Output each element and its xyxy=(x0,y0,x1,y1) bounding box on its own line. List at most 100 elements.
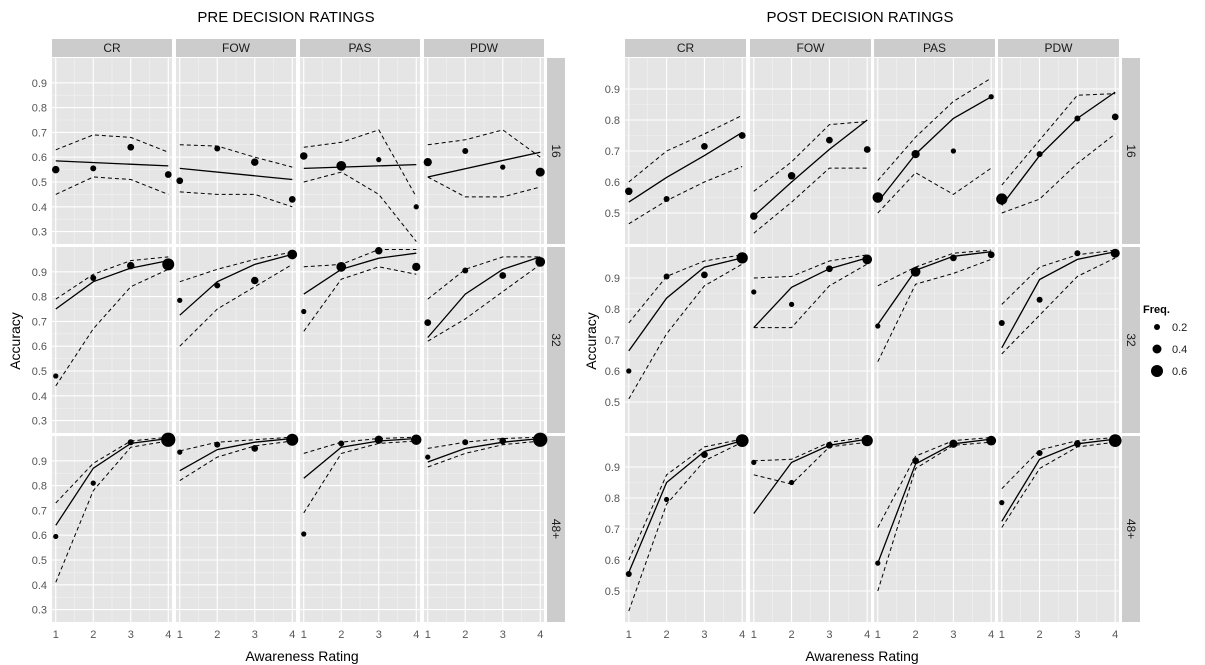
upper-bound-line xyxy=(628,254,743,324)
legend-key-1 xyxy=(1152,344,1162,354)
pre-x-tick-label: 1 xyxy=(301,629,307,641)
upper-bound-line xyxy=(628,114,743,183)
pre-x-tick-label: 2 xyxy=(338,629,344,641)
legend-key-0 xyxy=(1154,324,1160,330)
pre-x-tick-label: 3 xyxy=(252,629,258,641)
post-y-tick-label: 0.8 xyxy=(605,304,620,316)
data-point xyxy=(535,257,546,267)
data-point xyxy=(949,439,958,448)
fit-line xyxy=(877,96,992,203)
upper-bound-line xyxy=(303,249,417,268)
fit-line xyxy=(1001,91,1116,206)
lower-bound-line xyxy=(877,167,992,214)
post-y-tick-label: 0.9 xyxy=(605,273,620,285)
pre-x-tick-label: 3 xyxy=(500,629,506,641)
pre-x-tick-label: 1 xyxy=(177,629,183,641)
pre-column-strip xyxy=(300,39,420,57)
fit-line xyxy=(1001,438,1116,522)
data-point xyxy=(462,267,469,274)
post-y-tick-label: 0.5 xyxy=(605,208,620,220)
pre-decision-plot: CR FOW PAS PDW160.30.40.50.60.70.80.9320.30… xyxy=(32,39,565,641)
data-point xyxy=(788,479,795,486)
pre-column-label: FOW xyxy=(222,41,251,55)
pre-x-tick-label: 4 xyxy=(289,629,295,641)
data-point xyxy=(1110,248,1120,258)
fit-line xyxy=(877,438,992,564)
data-point xyxy=(499,437,507,445)
upper-bound-line xyxy=(179,251,293,283)
pre-column-label: PAS xyxy=(348,41,371,55)
pre-y-tick-label: 0.7 xyxy=(32,127,47,139)
lower-bound-line xyxy=(55,176,169,195)
fit-line xyxy=(753,119,868,217)
post-row-label: 48+ xyxy=(1124,519,1138,539)
pre-x-tick-label: 2 xyxy=(214,629,220,641)
data-point xyxy=(251,276,259,285)
data-point xyxy=(535,167,545,177)
post-x-tick-label: 4 xyxy=(1112,629,1118,641)
pre-y-tick-label: 0.6 xyxy=(32,530,47,542)
fit-line xyxy=(55,160,169,167)
data-point xyxy=(425,454,431,460)
post-x-tick-label: 2 xyxy=(913,629,919,641)
pre-y-tick-label: 0.7 xyxy=(32,505,47,517)
data-point xyxy=(500,164,506,170)
fit-line xyxy=(303,163,417,170)
data-point xyxy=(127,143,135,151)
lower-bound-line xyxy=(179,191,293,208)
pre-row-strip xyxy=(547,58,565,244)
pre-x-tick-label: 3 xyxy=(128,629,134,641)
pre-x-tick-label: 1 xyxy=(425,629,431,641)
pre-x-tick-label: 4 xyxy=(165,629,171,641)
post-x-tick-label: 2 xyxy=(664,629,670,641)
data-point xyxy=(214,282,221,289)
post-x-tick-label: 1 xyxy=(751,629,757,641)
data-point xyxy=(338,440,345,447)
data-point xyxy=(738,132,746,139)
data-point xyxy=(999,500,1005,506)
lower-bound-line xyxy=(303,440,417,514)
data-point xyxy=(1111,113,1119,121)
pre-y-tick-label: 0.3 xyxy=(32,605,47,617)
pre-x-tick-label: 4 xyxy=(537,629,543,641)
data-point xyxy=(413,204,419,210)
legend-title: Freq. xyxy=(1143,304,1170,316)
post-y-tick-label: 0.8 xyxy=(605,115,620,127)
data-point xyxy=(90,165,97,172)
post-row-strip xyxy=(1122,247,1140,433)
post-y-tick-label: 0.6 xyxy=(605,555,620,567)
pre-column-strip xyxy=(52,39,172,57)
pre-x-tick-label: 2 xyxy=(90,629,96,641)
data-point xyxy=(863,146,871,153)
post-y-tick-label: 0.7 xyxy=(605,524,620,536)
data-point xyxy=(826,136,833,144)
data-point xyxy=(288,195,296,203)
post-decision-title: POST DECISION RATINGS xyxy=(767,9,954,26)
data-point xyxy=(736,252,748,264)
fit-line xyxy=(1001,251,1116,349)
lower-bound-line xyxy=(628,441,743,612)
pre-x-tick-label: 3 xyxy=(376,629,382,641)
upper-bound-line xyxy=(753,121,868,192)
pre-x-tick-label: 2 xyxy=(462,629,468,641)
post-x-tick-label: 2 xyxy=(789,629,795,641)
data-point xyxy=(423,158,432,167)
upper-bound-line xyxy=(303,129,417,198)
data-point xyxy=(375,246,383,255)
pre-decision-title: PRE DECISION RATINGS xyxy=(197,9,374,26)
post-y-tick-label: 0.6 xyxy=(605,366,620,378)
data-point xyxy=(177,297,183,303)
legend-label-1: 0.4 xyxy=(1172,344,1187,356)
data-point xyxy=(499,272,507,279)
data-point xyxy=(862,254,873,265)
data-point xyxy=(424,319,432,327)
data-point xyxy=(127,261,135,270)
data-point xyxy=(998,319,1005,326)
post-column-label: FOW xyxy=(797,41,826,55)
legend: Freq. 0.2 0.4 0.6 xyxy=(1143,304,1187,378)
lower-bound-line xyxy=(427,263,541,342)
pre-y-tick-label: 0.9 xyxy=(32,267,47,279)
fit-line xyxy=(628,131,743,203)
data-point xyxy=(826,441,833,449)
lower-bound-line xyxy=(303,171,417,242)
